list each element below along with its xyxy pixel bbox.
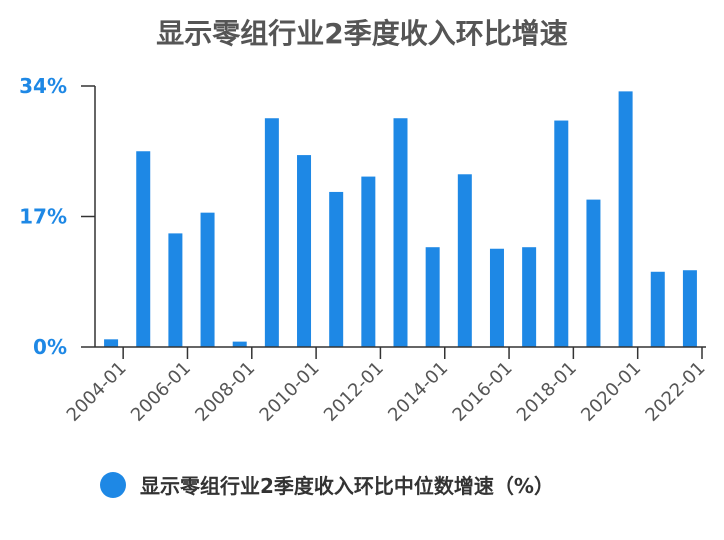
- bar: [522, 247, 537, 347]
- bar: [682, 270, 697, 347]
- x-tick-label: 2004-01: [63, 358, 131, 426]
- x-tick-label: 2022-01: [641, 358, 709, 426]
- x-tick-label: 2008-01: [191, 358, 259, 426]
- legend: 显示零组行业2季度收入环比中位数增速（%）: [100, 470, 554, 499]
- bar: [329, 191, 344, 347]
- bar: [425, 247, 440, 347]
- bar: [586, 199, 601, 347]
- y-tick-label: 17%: [19, 205, 67, 229]
- bar: [136, 151, 151, 347]
- legend-label: 显示零组行业2季度收入环比中位数增速（%）: [140, 474, 554, 498]
- bar: [264, 118, 279, 347]
- x-tick-label: 2010-01: [256, 358, 324, 426]
- x-tick-label: 2014-01: [384, 358, 452, 426]
- y-tick-label: 0%: [33, 335, 67, 359]
- bar: [232, 341, 247, 347]
- chart-title: 显示零组行业2季度收入环比增速: [156, 17, 568, 50]
- bar: [361, 176, 376, 347]
- x-tick-label: 2012-01: [320, 358, 388, 426]
- x-tick-label: 2018-01: [513, 358, 581, 426]
- bar: [168, 233, 183, 347]
- bar: [618, 91, 633, 347]
- bar: [489, 248, 504, 347]
- bar: [554, 120, 569, 347]
- bar: [650, 271, 665, 347]
- y-tick-label: 34%: [19, 74, 67, 98]
- bar: [200, 212, 215, 347]
- legend-marker: [100, 471, 126, 498]
- bar: [393, 118, 408, 347]
- x-tick-label: 2020-01: [577, 358, 645, 426]
- bar: [104, 339, 119, 347]
- bar: [457, 174, 472, 347]
- x-tick-label: 2016-01: [449, 358, 517, 426]
- bar: [297, 155, 312, 347]
- x-tick-label: 2006-01: [127, 358, 195, 426]
